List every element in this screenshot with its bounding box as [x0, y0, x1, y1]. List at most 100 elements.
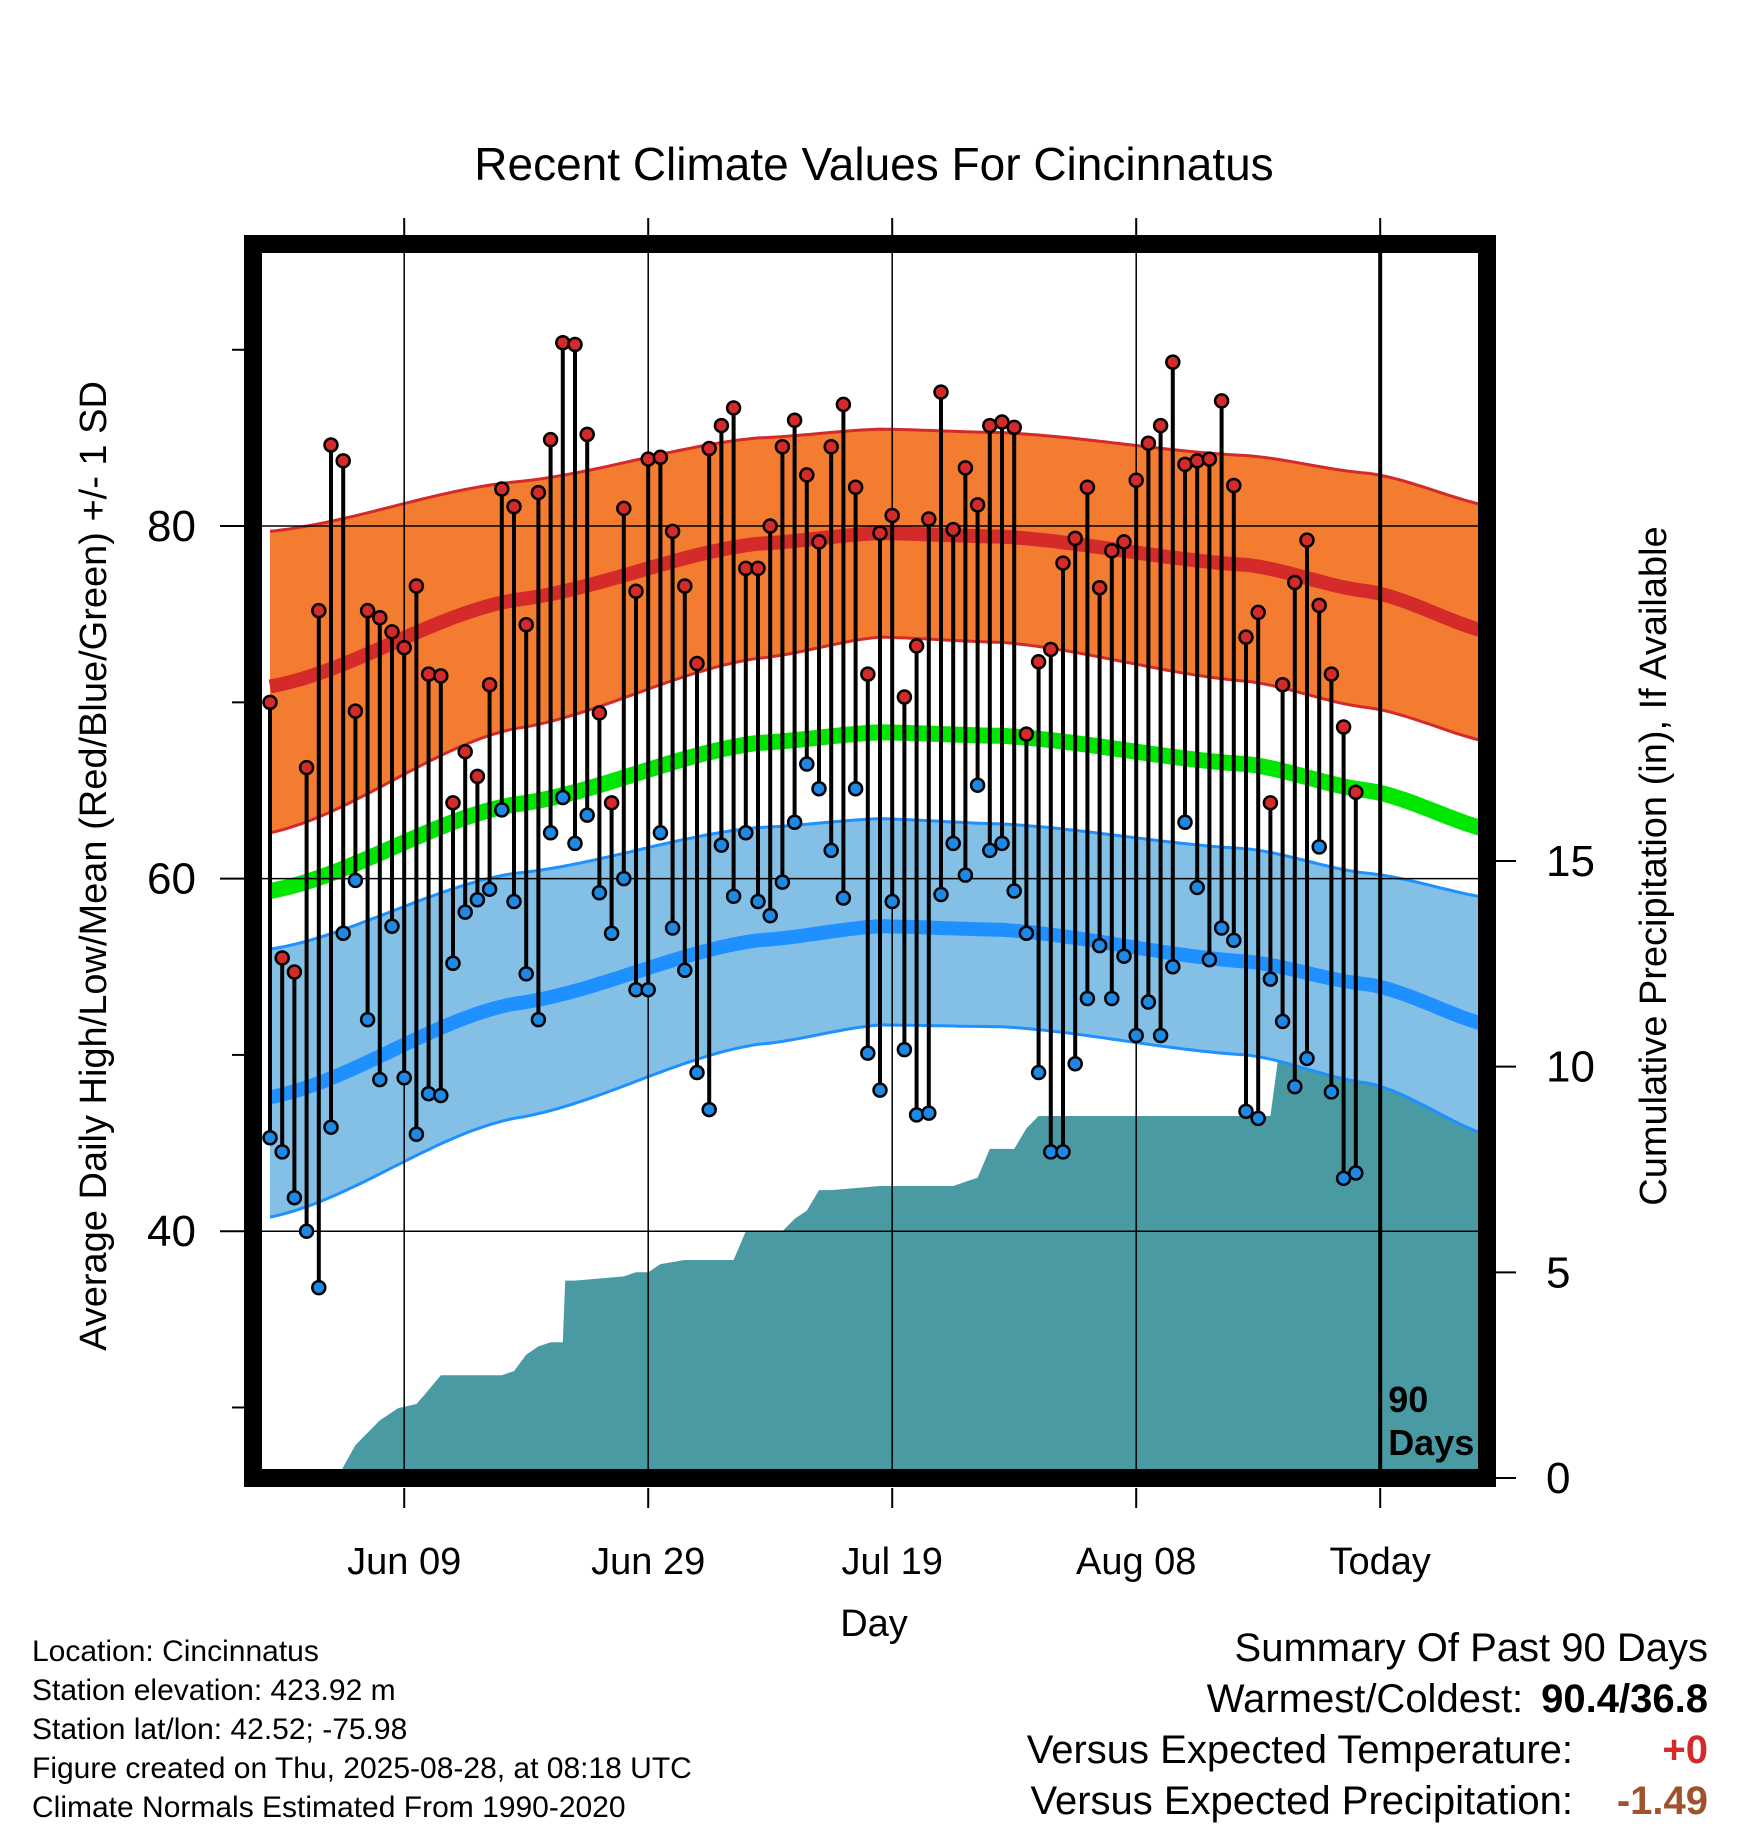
chart-title: Recent Climate Values For Cincinnatus — [474, 138, 1273, 190]
low-point — [579, 807, 595, 823]
x-tick-label: Jul 19 — [841, 1541, 942, 1583]
y-left-tick-label: 40 — [147, 1207, 196, 1256]
low-point — [262, 1130, 278, 1146]
low-point — [664, 920, 681, 936]
low-point — [457, 904, 473, 920]
low-point — [713, 837, 730, 853]
low-point — [494, 802, 510, 818]
low-point — [1213, 920, 1230, 936]
x-tick-label: Aug 08 — [1076, 1541, 1196, 1583]
high-point — [1189, 453, 1205, 469]
high-point — [1043, 641, 1059, 658]
high-point — [640, 451, 656, 467]
low-point — [1067, 1055, 1083, 1072]
high-point — [823, 438, 839, 455]
low-point — [762, 907, 778, 924]
plot-frame — [244, 235, 1496, 1487]
low-point — [811, 780, 827, 797]
high-point — [1116, 534, 1132, 550]
summary-temp-row: Versus Expected Temperature: +0 — [1027, 1725, 1708, 1776]
high-point — [835, 396, 852, 413]
y-right-tick-label: 0 — [1546, 1454, 1570, 1503]
low-point — [786, 814, 803, 830]
low-point — [1140, 994, 1157, 1010]
low-point — [1287, 1078, 1303, 1095]
high-point — [1323, 666, 1340, 682]
low-point — [1189, 879, 1205, 896]
high-point — [908, 638, 925, 654]
low-point — [445, 955, 461, 971]
low-point — [1128, 1027, 1144, 1044]
info-latlon: Station lat/lon: 42.52; -75.98 — [32, 1713, 408, 1746]
low-point — [847, 780, 864, 797]
low-point — [774, 874, 791, 890]
low-point — [555, 789, 571, 806]
high-point — [1213, 393, 1230, 409]
low-point — [286, 1189, 303, 1206]
high-point — [1165, 354, 1181, 370]
high-point — [408, 578, 425, 594]
low-point — [908, 1107, 925, 1123]
y-right-tick-label: 5 — [1546, 1248, 1570, 1297]
high-point — [1030, 654, 1047, 670]
low-point — [469, 892, 486, 908]
low-point — [994, 835, 1010, 852]
high-point — [896, 689, 913, 705]
high-point — [677, 578, 693, 594]
low-point — [1152, 1027, 1169, 1044]
high-point — [1067, 530, 1083, 547]
low-point — [1165, 959, 1181, 975]
low-point — [323, 1119, 339, 1135]
high-point — [1152, 417, 1169, 434]
y-left-tick-label: 60 — [147, 855, 196, 904]
high-point — [847, 479, 864, 496]
high-point — [481, 676, 498, 693]
low-point — [1238, 1103, 1254, 1120]
high-point — [542, 431, 559, 448]
summary-temp-label: Versus Expected Temperature: — [1026, 1728, 1573, 1772]
low-point — [1226, 932, 1242, 949]
high-point — [994, 414, 1010, 430]
high-point — [603, 795, 620, 811]
plot-content — [253, 244, 1487, 1478]
high-point — [616, 500, 632, 517]
low-point — [1079, 990, 1096, 1007]
precip-area — [270, 1005, 1487, 1478]
low-point — [1299, 1050, 1315, 1067]
high-point — [298, 759, 315, 776]
low-point — [603, 925, 620, 942]
low-point — [799, 756, 815, 772]
low-point — [957, 867, 974, 883]
low-point — [372, 1071, 388, 1088]
high-point — [1104, 542, 1120, 559]
high-point — [1250, 604, 1266, 621]
low-point — [1116, 948, 1132, 964]
high-point — [725, 400, 742, 416]
high-point — [396, 639, 412, 656]
low-point — [420, 1085, 437, 1102]
high-point — [1274, 676, 1291, 693]
high-point — [811, 534, 827, 550]
today-days-word: Days — [1388, 1422, 1474, 1463]
high-point — [762, 518, 778, 534]
high-point — [713, 417, 730, 434]
low-point — [1311, 839, 1327, 855]
high-point — [628, 583, 644, 600]
high-point — [567, 336, 583, 353]
low-point — [1348, 1165, 1364, 1181]
high-point — [957, 460, 974, 476]
low-point — [567, 835, 583, 852]
low-point — [591, 884, 608, 901]
low-point — [359, 1011, 376, 1028]
high-point — [799, 467, 815, 483]
high-point — [323, 437, 339, 453]
high-point — [433, 668, 449, 684]
high-point — [921, 511, 937, 527]
high-point — [884, 507, 900, 524]
low-point — [835, 890, 852, 906]
high-point — [1140, 435, 1157, 451]
low-point — [689, 1064, 705, 1081]
high-point — [652, 449, 669, 466]
low-point — [652, 825, 669, 841]
